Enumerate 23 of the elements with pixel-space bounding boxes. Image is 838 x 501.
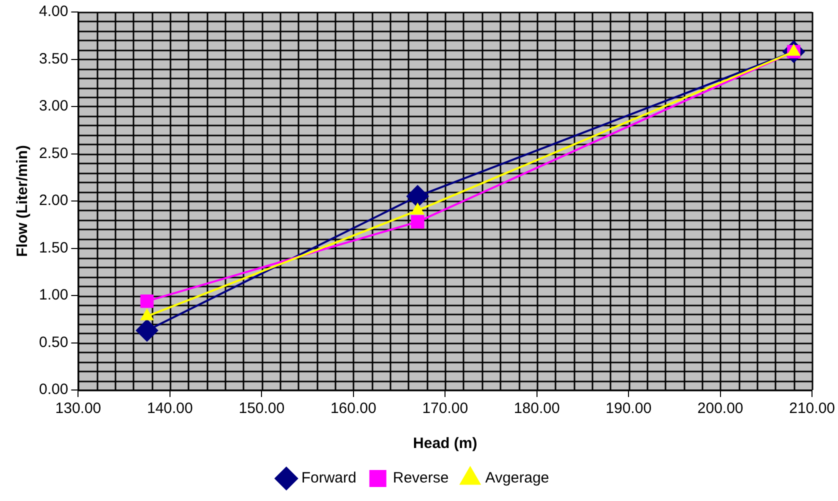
legend-label: Forward [301, 470, 356, 487]
legend-label: Reverse [392, 470, 449, 487]
y-tick-label: 3.00 [38, 98, 68, 115]
x-tick-label: 210.00 [789, 400, 836, 418]
legend-label: Avgerage [485, 470, 550, 487]
x-tick-label: 170.00 [422, 400, 468, 418]
y-tick-label: 0.50 [38, 334, 68, 351]
x-tick-label: 180.00 [514, 400, 560, 418]
y-tick-label: 2.00 [38, 192, 68, 210]
x-tick-label: 200.00 [697, 400, 744, 418]
x-tick-label: 130.00 [55, 400, 102, 418]
y-tick-label: 2.50 [38, 144, 68, 162]
y-tick-label: 3.50 [38, 50, 68, 68]
y-tick-label: 4.00 [38, 3, 68, 20]
x-tick-label: 160.00 [330, 400, 376, 418]
x-tick-label: 140.00 [146, 400, 193, 418]
x-axis-title: Head (m) [413, 435, 478, 452]
x-tick-label: 190.00 [606, 400, 652, 418]
y-tick-label: 1.50 [38, 239, 68, 256]
x-tick-label: 150.00 [238, 400, 285, 418]
y-tick-label: 0.00 [38, 381, 68, 398]
y-tick-label: 1.00 [38, 286, 68, 304]
y-axis-title: Flow (Liter/min) [14, 145, 32, 257]
